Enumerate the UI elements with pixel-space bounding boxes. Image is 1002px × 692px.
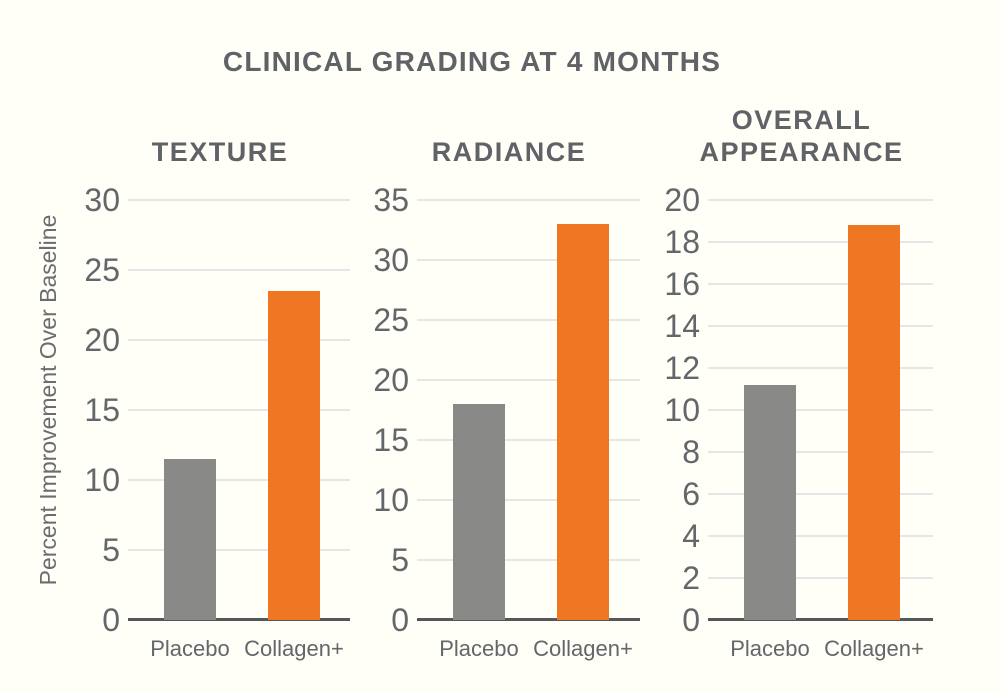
gridline [417,199,640,201]
radiance-chart: RADIANCE Placebo Collagen+ 0 5 10 15 20 25 30 35 [348,0,640,692]
y-tick-label: 2 [682,560,700,596]
x-axis-line [417,618,640,621]
gridline [128,409,350,411]
chart-subtitle: RADIANCE [431,137,587,167]
placebo-bar [164,459,216,620]
gridline [417,559,640,561]
gridline [128,269,350,271]
gridline [708,493,933,495]
gridline [708,577,933,579]
gridline [417,259,640,261]
plot-area: Placebo Collagen+ [128,199,350,661]
gridline [708,199,933,201]
y-tick-label: 18 [664,224,700,260]
y-tick-label: 14 [664,308,700,344]
gridline [708,409,933,411]
y-tick-label: 4 [682,518,700,554]
y-tick-label: 35 [373,182,409,218]
gridline [128,339,350,341]
y-tick-label: 0 [391,602,409,638]
gridline [417,439,640,441]
y-tick-label: 30 [373,242,409,278]
y-tick-label: 10 [373,482,409,518]
gridline [417,319,640,321]
x-category-label: Collagen+ [533,636,633,661]
collagen-bar [848,225,900,620]
gridline [708,283,933,285]
y-tick-label: 20 [84,322,120,358]
x-category-label: Placebo [730,636,810,661]
y-tick-label: 16 [664,266,700,302]
x-axis-line [708,618,933,621]
placebo-bar [453,404,505,620]
gridline [708,451,933,453]
gridline [128,549,350,551]
y-axis-title: Percent Improvement Over Baseline [35,214,61,586]
y-tick-label: 25 [373,302,409,338]
plot-area: Placebo Collagen+ [708,199,933,661]
gridline [708,535,933,537]
x-axis-line [128,618,350,621]
overall-appearance-chart: OVERALL APPEARANCE Placebo Collagen+ 0 2 4 6 8 1… [640,0,933,692]
x-category-label: Placebo [439,636,519,661]
y-tick-label: 6 [682,476,700,512]
gridline [417,499,640,501]
y-tick-label: 30 [84,182,120,218]
gridline [128,199,350,201]
page-title: CLINICAL GRADING AT 4 MONTHS [222,46,722,77]
gridline [708,325,933,327]
x-category-label: Collagen+ [824,636,924,661]
y-tick-label: 0 [102,602,120,638]
collagen-bar [557,224,609,620]
y-tick-label: 0 [682,602,700,638]
gridline [128,479,350,481]
x-category-label: Placebo [150,636,230,661]
y-tick-label: 12 [664,350,700,386]
placebo-bar [744,385,796,620]
y-tick-label: 20 [664,182,700,218]
y-tick-label: 25 [84,252,120,288]
y-tick-label: 15 [84,392,120,428]
y-tick-label: 10 [664,392,700,428]
plot-area: Placebo Collagen+ [417,199,640,661]
gridline [417,379,640,381]
y-tick-label: 8 [682,434,700,470]
y-tick-label: 5 [391,542,409,578]
collagen-bar [268,291,320,620]
chart-subtitle: OVERALL APPEARANCE [699,105,904,167]
texture-chart: TEXTURE Placebo Collagen+ 0 5 10 15 20 25 30 [60,0,350,692]
gridline [708,367,933,369]
y-tick-label: 20 [373,362,409,398]
y-tick-label: 10 [84,462,120,498]
x-category-label: Collagen+ [244,636,344,661]
y-tick-label: 5 [102,532,120,568]
gridline [708,241,933,243]
y-tick-label: 15 [373,422,409,458]
chart-subtitle: TEXTURE [151,137,289,167]
